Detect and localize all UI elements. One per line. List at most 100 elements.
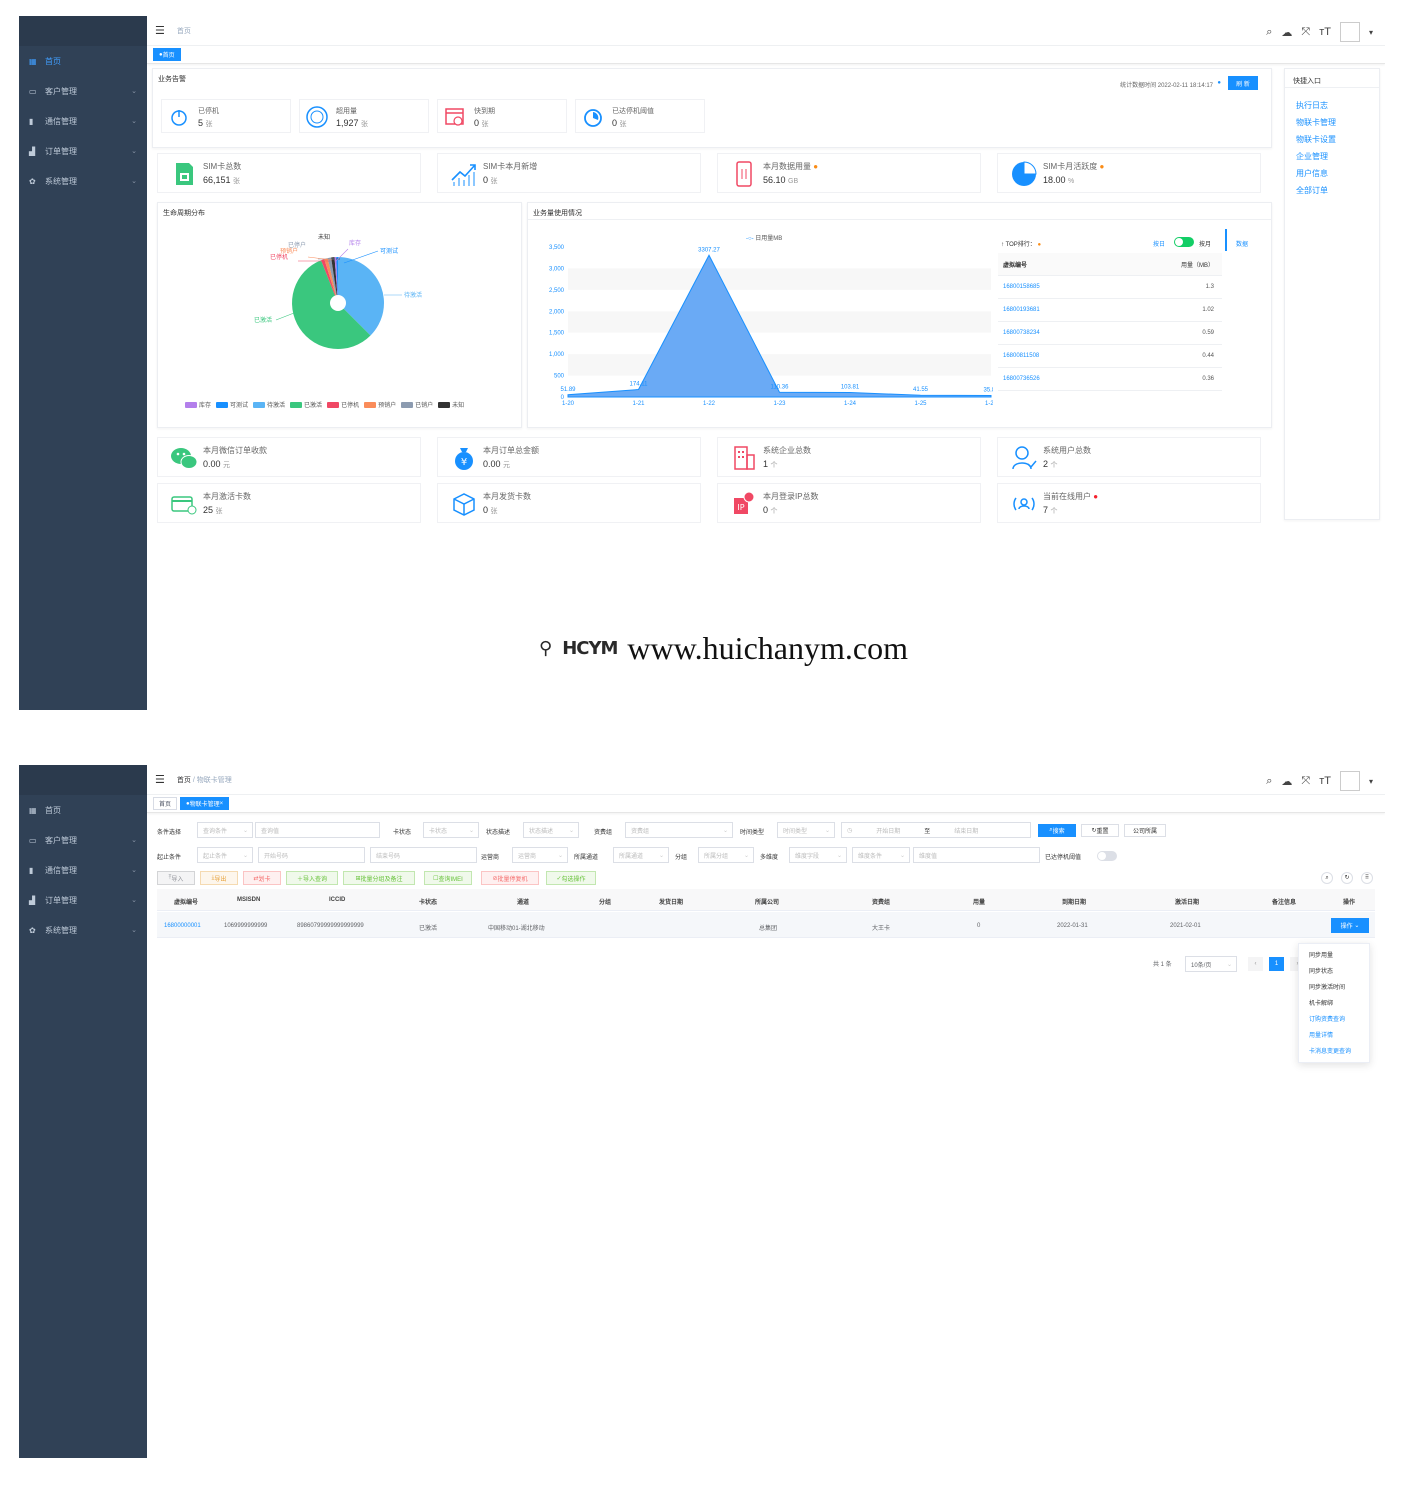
book-icon: ▮	[29, 865, 34, 875]
legend-item[interactable]: 已激活	[290, 400, 322, 409]
tag-card-mgmt[interactable]: ● 物联卡管理 ×	[180, 797, 230, 810]
menu-item-unbind[interactable]: 机卡解绑	[1309, 1001, 1334, 1007]
import-query-button[interactable]: ＋ 导入查询	[286, 871, 338, 885]
row-action-button[interactable]: 操作 ⌄	[1331, 918, 1369, 933]
legend-item[interactable]: 待激活	[253, 400, 285, 409]
close-icon[interactable]: ×	[219, 800, 224, 807]
plan-select[interactable]: 资费组 ⌄	[625, 822, 733, 838]
legend-item[interactable]: 未知	[438, 400, 464, 409]
quick-link-company[interactable]: 企业管理	[1296, 152, 1328, 161]
svg-text:¥: ¥	[461, 457, 467, 468]
date-range-picker[interactable]: ◷ 开始日期至结束日期	[841, 822, 1031, 838]
assign-card-button[interactable]: ⇄ 划卡	[243, 871, 281, 885]
menu-item-usage-detail[interactable]: 用量详情	[1309, 1033, 1334, 1039]
status-desc-select[interactable]: 状态描述 ⌄	[523, 822, 579, 838]
dimension-select[interactable]: 维度字段 ⌄	[789, 847, 847, 863]
query-imei-button[interactable]: ☐ 查询IMEI	[424, 871, 472, 885]
refresh-button[interactable]: 刷 新	[1228, 76, 1258, 90]
sidebar-item-system[interactable]: ✿ 系统管理 ⌄	[29, 925, 137, 935]
threshold-switch[interactable]	[1097, 851, 1117, 861]
search-button[interactable]: ⌕ 搜索	[1038, 824, 1076, 837]
start-number-input[interactable]: 开始号码	[258, 847, 365, 863]
hamburger-icon[interactable]: ☰	[155, 25, 165, 37]
quick-link-exec-log[interactable]: 执行日志	[1296, 101, 1328, 110]
cloud-download-icon[interactable]: ☁	[1281, 775, 1293, 788]
checked-action-button[interactable]: ✓ 勾选操作	[546, 871, 596, 885]
prev-page-button[interactable]: ‹	[1248, 957, 1263, 971]
sidebar-item-customer[interactable]: ▭ 客户管理 ⌄	[29, 86, 137, 96]
x-tick-label: 1-26	[985, 401, 993, 407]
legend-item[interactable]: 预销户	[364, 400, 396, 409]
caret-down-icon[interactable]: ▾	[1368, 27, 1373, 37]
sidebar-item-home[interactable]: ▦ 首页	[29, 805, 61, 815]
menu-item-sync-activate-time[interactable]: 同步激活时间	[1309, 985, 1346, 991]
quick-link-all-orders[interactable]: 全部订单	[1296, 186, 1328, 195]
legend-item[interactable]: 可测试	[216, 400, 248, 409]
quick-link-user-info[interactable]: 用户信息	[1296, 169, 1328, 178]
font-size-icon[interactable]: тT	[1319, 26, 1331, 38]
fullscreen-icon[interactable]: ⤧	[1301, 25, 1311, 38]
tag-home[interactable]: 首页	[153, 797, 178, 810]
card-status-select[interactable]: 卡状态 ⌄	[423, 822, 479, 838]
fullscreen-icon[interactable]: ⤧	[1301, 774, 1311, 787]
quick-link-card-settings[interactable]: 物联卡设置	[1296, 135, 1336, 144]
avatar[interactable]	[1339, 22, 1360, 42]
dashboard-screenshot: ▦ 首页 ▭ 客户管理 ⌄ ▮ 通信管理 ⌄ ▟ 订单管理 ⌄ ✿ 系统管理 ⌄ ☰ 首页 ⌕ ☁…	[19, 16, 1385, 710]
channel-select[interactable]: 所属通道 ⌄	[613, 847, 669, 863]
data-link[interactable]: 数据	[1236, 242, 1249, 248]
menu-item-sync-usage[interactable]: 同步用量	[1309, 953, 1334, 959]
legend-item[interactable]: 已销户	[401, 400, 433, 409]
help-icon[interactable]: ●	[1037, 242, 1042, 248]
cond-value-input[interactable]: 查询值	[255, 822, 380, 838]
font-size-icon[interactable]: тT	[1319, 775, 1331, 787]
dimension-value-input[interactable]: 维度值	[913, 847, 1040, 863]
batch-stop-resume-button[interactable]: ⊘ 批量停复机	[481, 871, 539, 885]
cloud-download-icon[interactable]: ☁	[1281, 26, 1293, 39]
sidebar-item-comm[interactable]: ▮ 通信管理 ⌄	[29, 865, 137, 875]
columns-icon[interactable]: ⠿	[1361, 872, 1373, 884]
sidebar-item-system[interactable]: ✿ 系统管理 ⌄	[29, 176, 137, 186]
sim-card-icon	[176, 163, 193, 185]
page-number[interactable]: 1	[1269, 957, 1284, 971]
hamburger-icon[interactable]: ☰	[155, 774, 165, 786]
toggle-month-label[interactable]: 按月	[1199, 242, 1212, 248]
sidebar-item-order[interactable]: ▟ 订单管理 ⌄	[29, 146, 137, 156]
dimension-condition-select[interactable]: 维度条件 ⌄	[852, 847, 910, 863]
end-number-input[interactable]: 结束号码	[370, 847, 477, 863]
sidebar-item-customer[interactable]: ▭ 客户管理 ⌄	[29, 835, 137, 845]
menu-item-plan-query[interactable]: 订购资费查询	[1309, 1017, 1346, 1023]
help-icon[interactable]: ●	[813, 162, 819, 171]
day-month-toggle[interactable]	[1174, 237, 1194, 247]
sidebar-item-comm[interactable]: ▮ 通信管理 ⌄	[29, 116, 137, 126]
group-select[interactable]: 所属分组 ⌄	[698, 847, 754, 863]
sidebar-item-order[interactable]: ▟ 订单管理 ⌄	[29, 895, 137, 905]
tag-home[interactable]: ● 首页	[153, 48, 181, 61]
menu-item-change-query[interactable]: 卡消息变更查询	[1309, 1049, 1352, 1055]
import-button[interactable]: ⤒ 导入	[157, 871, 195, 885]
batch-group-button[interactable]: ⊞ 批量分组及备注	[343, 871, 415, 885]
search-icon[interactable]: ⌕	[1266, 774, 1273, 787]
avatar[interactable]	[1339, 771, 1360, 791]
operator-select[interactable]: 运营商 ⌄	[512, 847, 568, 863]
refresh-icon[interactable]: ↻	[1341, 872, 1353, 884]
quick-link-card-mgmt[interactable]: 物联卡管理	[1296, 118, 1336, 127]
sidebar-item-home[interactable]: ▦ 首页	[29, 56, 61, 66]
menu-item-sync-status[interactable]: 同步状态	[1309, 969, 1334, 975]
search-icon[interactable]: ⌕	[1266, 25, 1273, 38]
help-icon[interactable]: ●	[1099, 162, 1105, 171]
search-toggle-icon[interactable]: ⌕	[1321, 872, 1333, 884]
range-select[interactable]: 起止条件 ⌄	[197, 847, 253, 863]
cond-select[interactable]: 查询条件 ⌄	[197, 822, 253, 838]
time-type-select[interactable]: 时间类型 ⌄	[777, 822, 835, 838]
company-filter-button[interactable]: 公司所属	[1124, 824, 1166, 837]
virtual-number-link[interactable]: 16800000001	[164, 923, 201, 929]
reset-button[interactable]: ↻ 重置	[1081, 824, 1119, 837]
page-size-select[interactable]: 10条/页 ⌄	[1185, 956, 1237, 972]
toggle-day-label[interactable]: 按日	[1153, 242, 1166, 248]
caret-down-icon[interactable]: ▾	[1368, 776, 1373, 786]
stat-time: 统计数据时间 2022-02-11 18:14:17	[1120, 83, 1213, 89]
export-button[interactable]: ⤓ 导出	[200, 871, 238, 885]
legend-item[interactable]: 库存	[185, 400, 211, 409]
legend-item[interactable]: 已停机	[327, 400, 359, 409]
legend-label: 可测试	[230, 403, 249, 409]
